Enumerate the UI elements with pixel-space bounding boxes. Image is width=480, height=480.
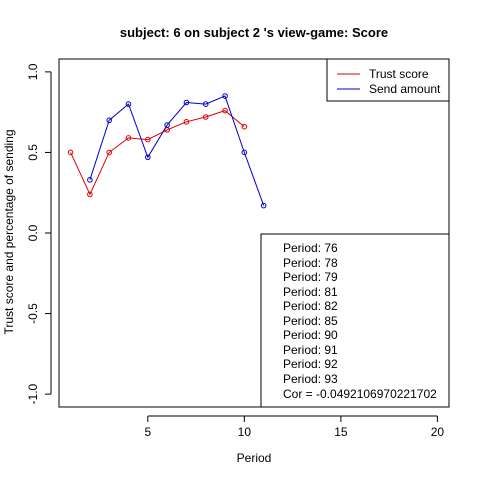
- data-point-send-amount: [202, 101, 209, 107]
- data-point-trust-score: [183, 119, 190, 125]
- data-point-trust-score: [125, 135, 132, 141]
- series-line-send-amount: [89, 95, 265, 206]
- y-axis-label: Trust score and percentage of sending: [2, 129, 16, 334]
- data-point-send-amount: [164, 122, 170, 128]
- series-layer: [67, 93, 267, 209]
- data-point-trust-score: [106, 149, 112, 156]
- data-point-send-amount: [241, 149, 248, 156]
- data-point-send-amount: [145, 154, 151, 161]
- annotation-line: Period: 82: [283, 299, 338, 313]
- axes: 5 10 15 20 -1.0 -0.5 0.0 0.5 1.0: [26, 58, 450, 439]
- annotation-line: Period: 91: [283, 343, 338, 357]
- legend-box: [326, 58, 450, 102]
- data-point-send-amount: [260, 202, 267, 209]
- x-tick-label: 5: [144, 425, 151, 439]
- y-tick-label: -1.0: [26, 383, 40, 404]
- data-point-trust-score: [87, 191, 93, 198]
- y-tick-label: 0.0: [26, 224, 40, 241]
- series-line-trust-score: [70, 110, 245, 196]
- data-point-trust-score: [241, 123, 248, 130]
- annotation-box: Period: 76 Period: 78 Period: 79 Period:…: [260, 233, 450, 408]
- annotation-line: Period: 79: [283, 270, 338, 284]
- legend: Trust score Send amount: [326, 58, 450, 102]
- data-point-send-amount: [183, 99, 190, 106]
- annotation-line: Period: 90: [283, 328, 338, 342]
- annotation-frame: [260, 233, 450, 408]
- data-point-send-amount: [87, 177, 93, 183]
- legend-label-trust-score: Trust score: [369, 67, 429, 81]
- x-tick-label: 15: [334, 425, 348, 439]
- data-point-send-amount: [106, 117, 112, 124]
- annotation-line: Period: 85: [283, 314, 338, 328]
- annotation-line: Period: 92: [283, 357, 338, 371]
- chart-title: subject: 6 on subject 2 's view-game: Sc…: [120, 25, 388, 40]
- x-tick-label: 20: [431, 425, 445, 439]
- x-tick-label: 10: [238, 425, 252, 439]
- y-tick-label: -0.5: [26, 303, 40, 324]
- data-point-trust-score: [145, 136, 151, 143]
- annotation-line: Period: 93: [283, 372, 338, 386]
- plot-frame: [58, 58, 450, 408]
- data-point-send-amount: [222, 93, 228, 99]
- annotation-line: Period: 81: [283, 285, 338, 299]
- y-tick-label: 1.0: [26, 63, 40, 80]
- x-axis-label: Period: [237, 451, 272, 465]
- data-point-send-amount: [125, 101, 132, 107]
- annotation-line: Period: 76: [283, 241, 338, 255]
- annotation-line: Period: 78: [283, 256, 338, 270]
- data-point-trust-score: [67, 149, 74, 156]
- y-tick-label: 0.5: [26, 144, 40, 161]
- legend-label-send-amount: Send amount: [369, 82, 441, 96]
- data-point-trust-score: [202, 114, 209, 120]
- data-point-trust-score: [222, 107, 228, 114]
- annotation-cor: Cor = -0.0492106970221702: [283, 387, 437, 401]
